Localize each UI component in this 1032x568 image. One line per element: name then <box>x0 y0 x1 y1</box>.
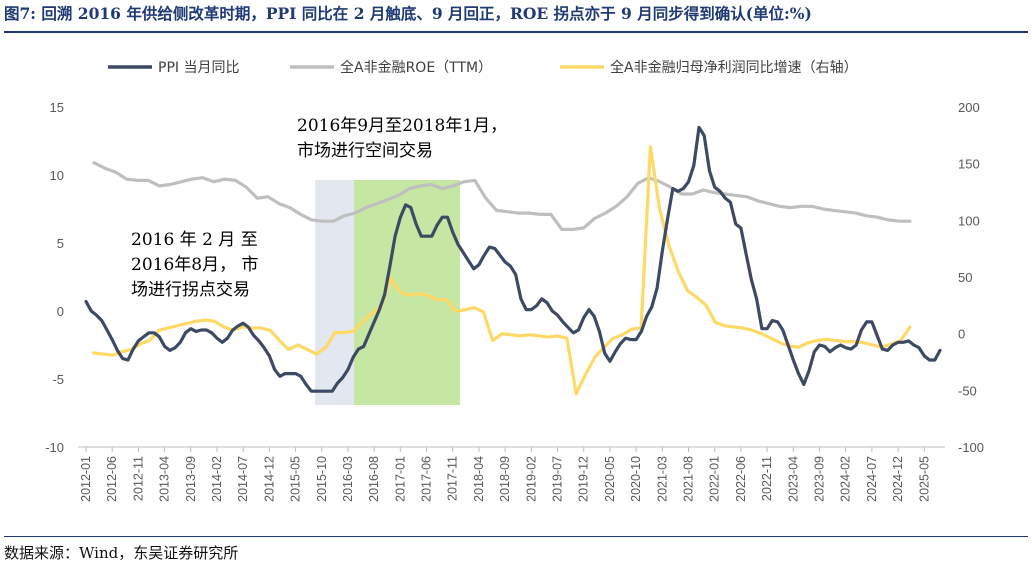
x-tick-label: 2022-01 <box>708 456 722 502</box>
series-line-2 <box>92 161 912 231</box>
chart-title: 图7: 回溯 2016 年供给侧改革时期，PPI 同比在 2 月触底、9 月回正… <box>4 4 812 23</box>
y-right-tick-label: 150 <box>958 157 980 172</box>
series-line-3 <box>92 145 912 396</box>
x-tick-label: 2014-12 <box>262 456 276 502</box>
y-left-tick-label: 15 <box>50 100 64 115</box>
x-tick-label: 2019-12 <box>577 456 591 502</box>
y-left-tick-label: 0 <box>57 304 64 319</box>
y-right-tick-label: -100 <box>958 440 984 455</box>
series-line-1 <box>84 125 942 393</box>
x-tick-label: 2015-05 <box>289 456 303 502</box>
x-tick-label: 2022-06 <box>734 456 748 502</box>
x-tick-label: 2020-10 <box>629 456 643 502</box>
legend: PPI 当月同比 全A非金融ROE（TTM） 全A非金融归母净利润同比增速（右轴） <box>108 59 858 76</box>
y-left-tick-label: -5 <box>52 372 64 387</box>
x-tick-label: 2023-09 <box>812 456 826 502</box>
y-right-tick-label: 100 <box>958 213 980 228</box>
x-tick-label: 2016-08 <box>367 456 381 502</box>
x-tick-label: 2024-12 <box>891 456 905 502</box>
legend-label: 全A非金融归母净利润同比增速（右轴） <box>610 59 858 76</box>
annotation-text: 2016年8月， 市 <box>131 255 258 275</box>
x-tick-label: 2012-01 <box>79 456 93 502</box>
x-tick-label: 2022-11 <box>760 456 774 501</box>
annotation-text: 场进行拐点交易 <box>131 280 250 300</box>
annotation-text: 2016年9月至2018年1月， <box>297 116 507 136</box>
x-tick-label: 2017-11 <box>446 456 460 501</box>
source-note: 数据来源：Wind，东吴证券研究所 <box>4 544 239 562</box>
y-right-tick-label: 50 <box>958 270 972 285</box>
x-tick-label: 2017-06 <box>420 456 434 502</box>
x-tick-label: 2019-02 <box>524 456 538 502</box>
shaded-region-2 <box>354 180 460 405</box>
x-tick-label: 2018-04 <box>472 456 486 502</box>
x-tick-label: 2025-05 <box>917 456 931 502</box>
y-right-tick-label: 200 <box>958 100 980 115</box>
annotations: 2016年9月至2018年1月， 市场进行空间交易 2016 年 2 月 至 2016… <box>131 116 507 300</box>
x-tick-label: 2014-07 <box>236 456 250 502</box>
x-tick-label: 2019-07 <box>551 456 565 502</box>
x-tick-label: 2016-03 <box>341 456 355 502</box>
x-tick-label: 2023-04 <box>786 456 800 502</box>
y-left-tick-label: 10 <box>50 168 64 183</box>
y-right-tick-label: -50 <box>958 383 977 398</box>
x-tick-label: 2021-03 <box>655 456 669 502</box>
x-tick-label: 2018-09 <box>498 456 512 502</box>
legend-label: PPI 当月同比 <box>158 60 239 76</box>
annotation-text: 市场进行空间交易 <box>297 141 433 161</box>
x-tick-label: 2013-04 <box>158 456 172 502</box>
legend-label: 全A非金融ROE（TTM） <box>340 59 492 76</box>
source-rule <box>4 536 1028 537</box>
y-left-tick-label: -10 <box>45 440 64 455</box>
x-tick-label: 2021-08 <box>682 456 696 502</box>
y-right-tick-label: 0 <box>958 327 965 342</box>
shaded-regions <box>315 180 460 405</box>
x-tick-label: 2015-10 <box>315 456 329 502</box>
x-tick-label: 2012-11 <box>131 456 145 501</box>
x-tick-label: 2020-05 <box>603 456 617 502</box>
annotation-text: 2016 年 2 月 至 <box>131 230 258 250</box>
x-tick-label: 2024-02 <box>839 456 853 502</box>
x-tick-label: 2024-07 <box>865 456 879 502</box>
y-left-tick-label: 5 <box>57 236 64 251</box>
title-rule <box>4 31 1028 33</box>
x-tick-label: 2012-06 <box>105 456 119 502</box>
x-tick-label: 2014-02 <box>210 456 224 502</box>
series-lines <box>84 125 942 396</box>
x-tick-label: 2017-01 <box>393 456 407 502</box>
x-tick-label: 2013-09 <box>184 456 198 502</box>
